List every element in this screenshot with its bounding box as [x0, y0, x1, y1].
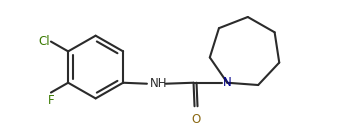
Text: O: O [191, 113, 200, 126]
Text: NH: NH [150, 77, 167, 90]
Text: F: F [48, 95, 54, 107]
Text: N: N [223, 76, 231, 89]
Text: Cl: Cl [38, 35, 50, 48]
